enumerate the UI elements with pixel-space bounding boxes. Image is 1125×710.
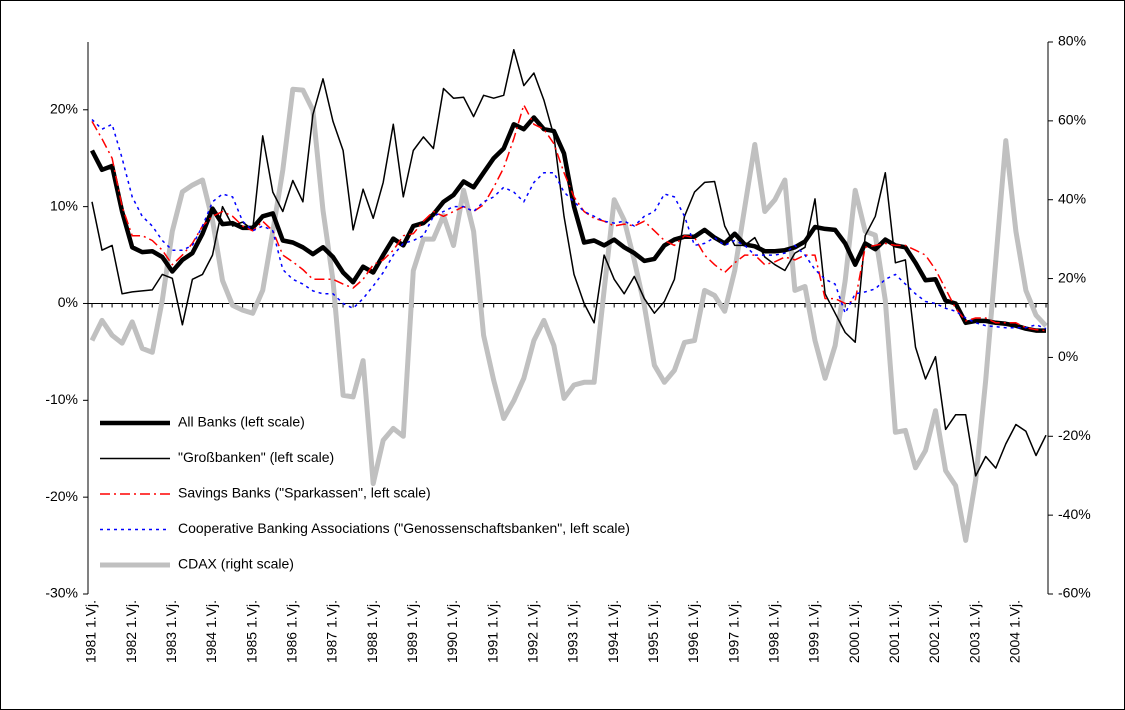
- x-tick-label: 1983 1.Vj.: [163, 600, 179, 663]
- y2-tick-label: -60%: [1058, 585, 1091, 601]
- x-tick-label: 1982 1.Vj.: [123, 600, 139, 663]
- x-tick-label: 1995 1.Vj.: [645, 600, 661, 663]
- legend-label: Cooperative Banking Associations ("Genos…: [178, 520, 630, 536]
- y2-tick-label: 60%: [1058, 112, 1086, 128]
- x-tick-label: 1996 1.Vj.: [685, 600, 701, 663]
- y-tick-label: 20%: [50, 100, 78, 116]
- x-tick-label: 1981 1.Vj.: [83, 600, 99, 663]
- x-tick-label: 1985 1.Vj.: [243, 600, 259, 663]
- x-tick-label: 1988 1.Vj.: [364, 600, 380, 663]
- x-tick-label: 2000 1.Vj.: [846, 600, 862, 663]
- x-tick-label: 1999 1.Vj.: [806, 600, 822, 663]
- x-tick-label: 2004 1.Vj.: [1007, 600, 1023, 663]
- x-tick-label: 1989 1.Vj.: [404, 600, 420, 663]
- y-tick-label: -30%: [45, 585, 78, 601]
- y-tick-label: -10%: [45, 391, 78, 407]
- x-tick-label: 2002 1.Vj.: [926, 600, 942, 663]
- x-tick-label: 1992 1.Vj.: [525, 600, 541, 663]
- series-line: [91, 48, 1047, 477]
- x-tick-label: 1987 1.Vj.: [324, 600, 340, 663]
- x-tick-label: 1990 1.Vj.: [444, 600, 460, 663]
- y2-tick-label: 0%: [1058, 348, 1078, 364]
- y2-tick-label: 40%: [1058, 190, 1086, 206]
- x-tick-label: 1997 1.Vj.: [725, 600, 741, 663]
- y-tick-label: 0%: [58, 294, 78, 310]
- y2-tick-label: 80%: [1058, 33, 1086, 49]
- legend-label: All Banks (left scale): [178, 414, 305, 430]
- x-tick-label: 1984 1.Vj.: [203, 600, 219, 663]
- y2-tick-label: 20%: [1058, 269, 1086, 285]
- series-line: [91, 104, 1047, 332]
- y-tick-label: -20%: [45, 488, 78, 504]
- x-tick-label: 2003 1.Vj.: [966, 600, 982, 663]
- y-tick-label: 10%: [50, 197, 78, 213]
- series-line: [89, 86, 1048, 543]
- x-tick-label: 2001 1.Vj.: [886, 600, 902, 663]
- x-tick-label: 1986 1.Vj.: [284, 600, 300, 663]
- x-tick-label: 1998 1.Vj.: [766, 600, 782, 663]
- x-tick-label: 1993 1.Vj.: [565, 600, 581, 663]
- y2-tick-label: -20%: [1058, 427, 1091, 443]
- y2-tick-label: -40%: [1058, 506, 1091, 522]
- legend-label: "Großbanken" (left scale): [178, 449, 334, 465]
- x-tick-label: 1994 1.Vj.: [605, 600, 621, 663]
- legend-label: Savings Banks ("Sparkassen", left scale): [178, 485, 431, 501]
- x-tick-label: 1991 1.Vj.: [484, 600, 500, 663]
- legend-label: CDAX (right scale): [178, 556, 294, 572]
